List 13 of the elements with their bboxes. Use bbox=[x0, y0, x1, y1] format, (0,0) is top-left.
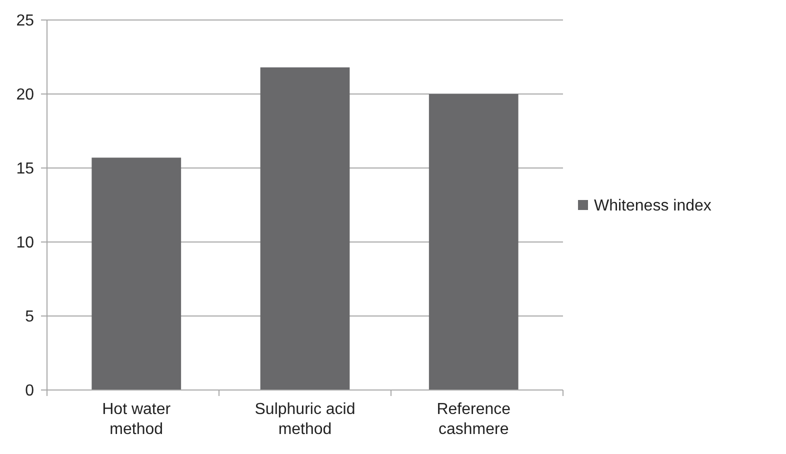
y-tick-label: 0 bbox=[25, 382, 34, 400]
y-tick-label: 10 bbox=[16, 234, 34, 252]
bar bbox=[92, 158, 182, 390]
y-tick-label: 25 bbox=[16, 12, 34, 30]
y-tick-label: 20 bbox=[16, 86, 34, 104]
x-tick-label: Sulphuric acid method bbox=[254, 401, 356, 438]
bar bbox=[260, 67, 350, 390]
y-tick-label: 5 bbox=[25, 308, 34, 326]
x-tick-label: Hot water method bbox=[102, 401, 172, 438]
y-tick-label: 15 bbox=[16, 160, 34, 178]
bar bbox=[428, 94, 518, 390]
x-tick-label: Reference cashmere bbox=[436, 401, 511, 438]
legend-label: Whiteness index bbox=[594, 198, 712, 215]
